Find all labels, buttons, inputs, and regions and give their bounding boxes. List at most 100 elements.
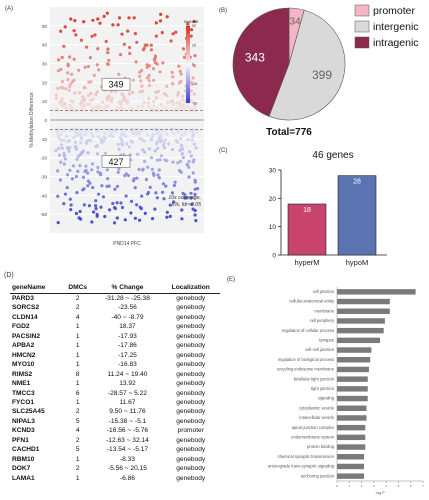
table-cell: -16.83 [118, 361, 137, 369]
data-point [59, 67, 63, 72]
data-point [86, 151, 90, 155]
y-tick-label: 0 [272, 253, 276, 260]
data-point [96, 47, 100, 51]
data-point [154, 21, 158, 25]
data-point [91, 18, 95, 22]
data-point [140, 108, 144, 112]
data-point [129, 211, 133, 215]
pie-value-label: 399 [312, 68, 332, 82]
data-point [133, 186, 137, 190]
data-point [129, 199, 134, 203]
table-row: APBA2 1 -17.86 genebody [10, 341, 220, 350]
data-point [177, 127, 181, 132]
data-point [150, 217, 155, 221]
data-point [99, 205, 103, 209]
go-term-label: cellular anatomical entity [289, 299, 335, 304]
data-point [157, 168, 161, 172]
data-point [117, 147, 121, 151]
legend-swatch [354, 4, 370, 17]
data-point [154, 108, 158, 112]
data-point [108, 128, 113, 132]
go-term-label: cell periphery [310, 318, 335, 323]
data-point [172, 127, 176, 132]
data-point [143, 159, 147, 163]
data-point [135, 108, 139, 112]
data-point [144, 177, 148, 182]
data-point [118, 102, 122, 106]
methylation-scatter-plot: (A) -50 -40 -30 -20 -10 0 10 20 30 40 50 % Methylat… [5, 6, 204, 247]
data-point [67, 88, 71, 92]
go-term-label: anchoring junction [301, 473, 335, 478]
data-point [80, 150, 84, 155]
bar-hyperM [287, 203, 327, 256]
table-row: KCND3 4 -16.56 ~ -5.76 promoter [10, 426, 220, 435]
data-point [127, 92, 131, 96]
data-point [134, 60, 138, 64]
data-point [87, 138, 91, 142]
data-point [182, 55, 186, 60]
data-point [149, 48, 153, 52]
data-point [187, 159, 191, 164]
table-cell: genebody [176, 408, 206, 416]
data-point [161, 190, 165, 194]
data-point [189, 99, 193, 103]
data-point [90, 168, 94, 172]
data-point [62, 44, 66, 49]
data-point [149, 43, 153, 47]
data-point [124, 194, 128, 198]
legend-tick-label: 0 [192, 63, 194, 67]
data-point [165, 93, 169, 98]
data-point [120, 99, 124, 103]
data-point [122, 42, 126, 47]
table-cell: 1 [75, 332, 80, 340]
table-cell: PARD3 [12, 295, 34, 302]
data-point [190, 202, 194, 206]
data-point [66, 71, 70, 75]
data-point [91, 185, 95, 190]
genomic-location-pie-chart: (B) 34 399 343 Total=776 promoter intergenic i… [219, 4, 419, 138]
go-term-label: cytoplasmic vesicle [299, 405, 335, 410]
gene-count-bar-chart: (C) 46 genes 0 10 20 30 18 hyperM 28 hypoM [219, 148, 387, 267]
data-point [148, 185, 152, 189]
dmc-gene-table: geneName DMCs % Change Localization PARD… [10, 283, 220, 483]
data-point [116, 127, 120, 132]
data-point [170, 70, 174, 74]
data-point [189, 154, 193, 158]
data-point [94, 199, 98, 203]
table-row: LAMA1 1 -6.86 genebody [10, 474, 220, 483]
data-point [81, 175, 86, 179]
data-point [68, 84, 72, 89]
data-point [105, 168, 109, 172]
data-point [67, 138, 72, 143]
column-header: % Change [93, 283, 162, 294]
data-point [100, 141, 104, 145]
table-row: PFN1 2 -12.63 ~ 32.14 genebody [10, 436, 220, 445]
data-point [163, 158, 167, 162]
data-point [106, 177, 110, 181]
legend-tick-label: 25 [192, 43, 196, 47]
data-point [97, 192, 101, 196]
data-point [181, 103, 185, 107]
table-cell: genebody [176, 295, 206, 302]
table-cell: -16.56 ~ -5.76 [106, 427, 149, 435]
data-point [60, 146, 64, 150]
data-point [62, 105, 66, 109]
data-point [163, 138, 167, 142]
pie-value-label: 34 [289, 17, 301, 28]
panel-letter-c: (C) [219, 148, 227, 154]
data-point [171, 82, 175, 86]
data-point [80, 137, 84, 141]
data-point [95, 63, 99, 67]
data-point [59, 143, 64, 147]
data-point [147, 104, 151, 109]
legend-tick-label: -25 [192, 82, 197, 86]
data-point [83, 86, 87, 90]
x-tick-label: 7 [422, 484, 424, 488]
data-point [171, 160, 175, 164]
y-tick-label: 10 [269, 224, 277, 231]
data-point [193, 208, 197, 213]
go-term-bar [337, 289, 416, 295]
data-point [120, 32, 124, 36]
data-point [137, 127, 141, 132]
data-point [131, 179, 136, 183]
